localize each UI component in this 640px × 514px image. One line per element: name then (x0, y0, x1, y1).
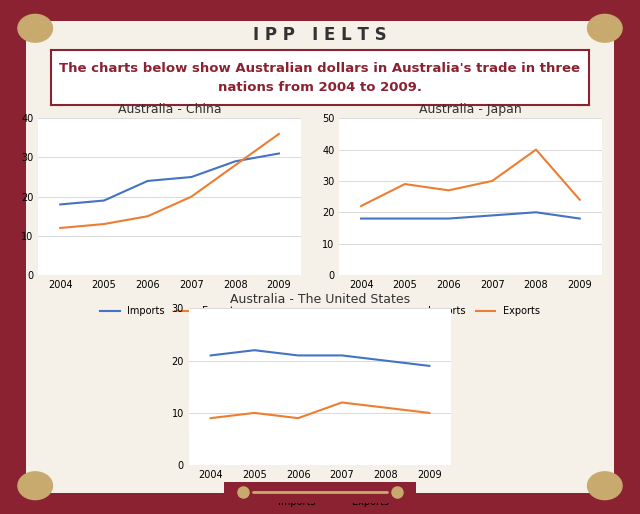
Legend: Imports, Exports: Imports, Exports (247, 493, 393, 510)
Text: I P P   I E L T S: I P P I E L T S (253, 26, 387, 44)
Text: The charts below show Australian dollars in Australia's trade in three
nations f: The charts below show Australian dollars… (60, 62, 580, 94)
Title: Australia - China: Australia - China (118, 103, 221, 116)
Legend: Imports, Exports: Imports, Exports (397, 303, 543, 320)
Title: Australia - The United States: Australia - The United States (230, 293, 410, 306)
Legend: Imports, Exports: Imports, Exports (97, 303, 243, 320)
Title: Australia - Japan: Australia - Japan (419, 103, 522, 116)
